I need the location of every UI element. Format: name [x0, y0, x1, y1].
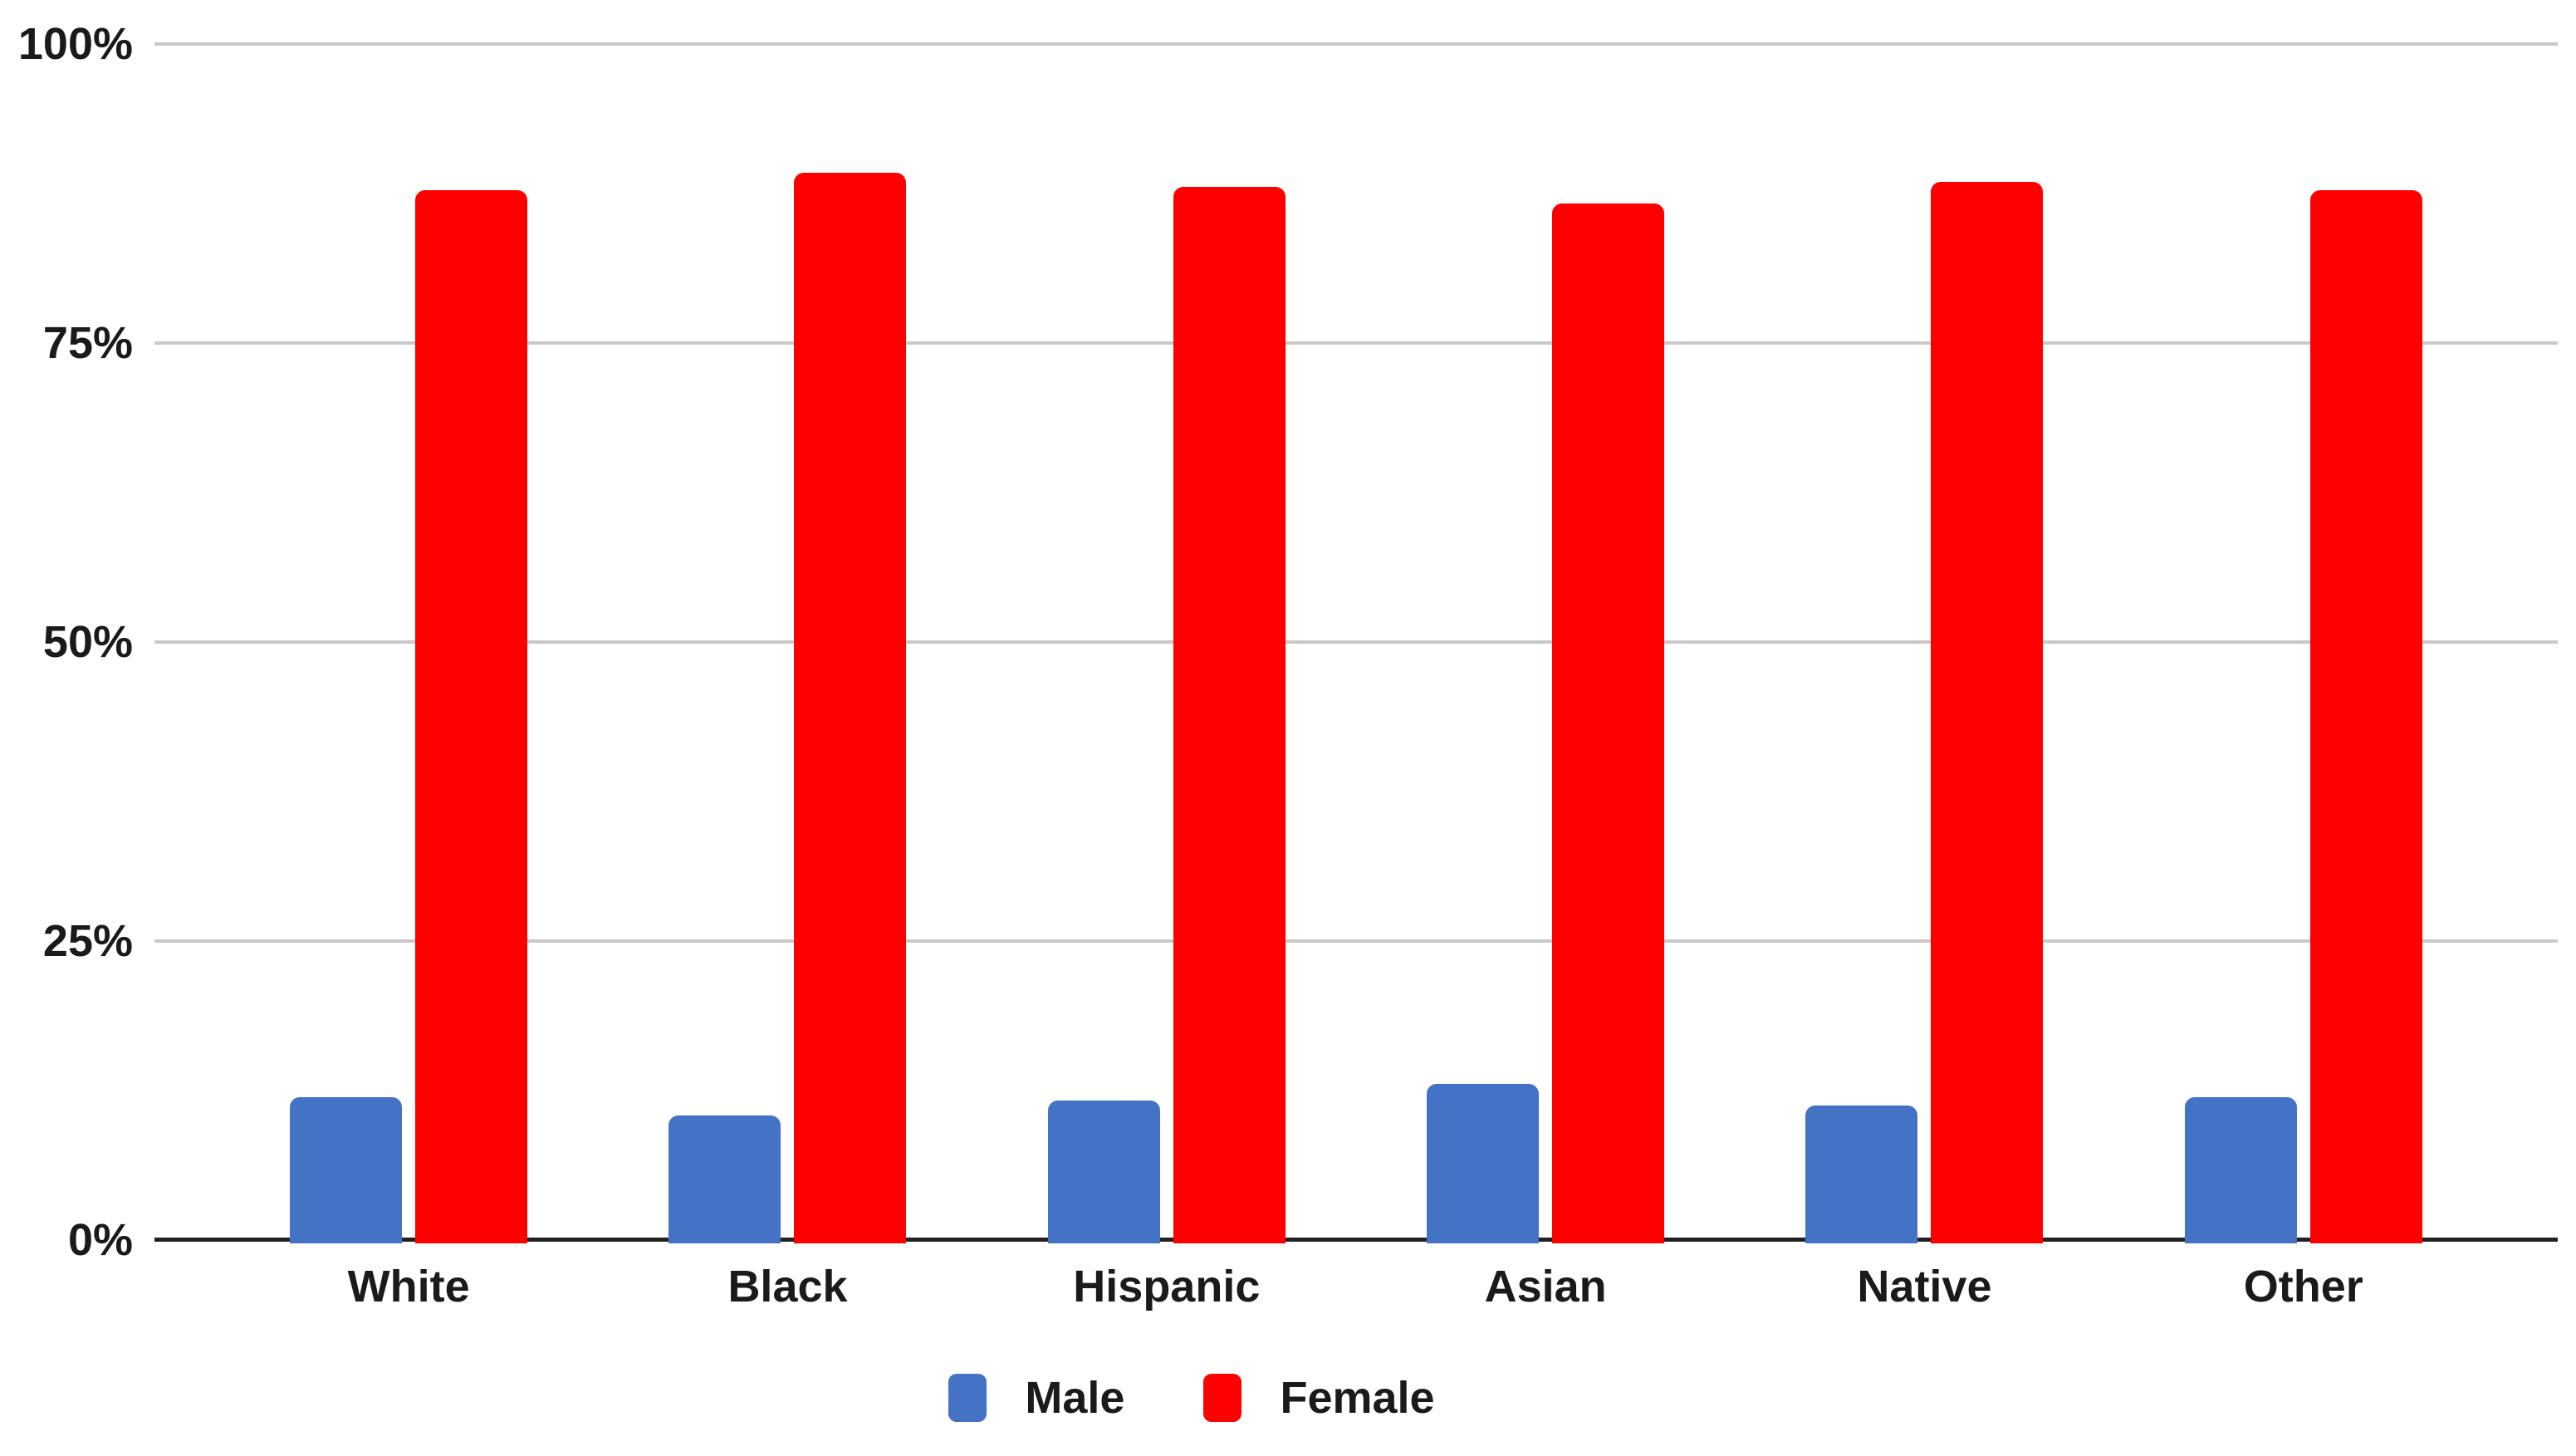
x-tick-label-asian: Asian [1484, 1262, 1607, 1311]
legend-label-male: Male [1025, 1373, 1125, 1423]
bar-female-white [415, 190, 528, 1243]
bar-group-asian [1356, 44, 1735, 1243]
x-tick-label-hispanic: Hispanic [1073, 1262, 1261, 1311]
bar-male-native [1805, 1105, 1918, 1243]
legend-item-female: Female [1203, 1372, 1435, 1424]
bar-group-native [1735, 44, 2113, 1243]
bar-group-other [2114, 44, 2493, 1243]
bar-male-asian [1427, 1083, 1540, 1243]
y-tick-label-50: 50% [42, 617, 133, 667]
gridline-25 [154, 939, 2558, 943]
bar-group-hispanic [977, 44, 1356, 1243]
bar-female-black [794, 172, 907, 1243]
y-tick-label-25: 25% [42, 916, 133, 966]
y-axis-labels: 100% 75% 50% 25% 0% [0, 0, 133, 1456]
x-tick-label-other: Other [2243, 1262, 2363, 1311]
bars-layer [154, 44, 2558, 1243]
gridline-50 [154, 640, 2558, 644]
bar-female-hispanic [1173, 186, 1286, 1243]
y-tick-label-0: 0% [67, 1215, 133, 1265]
x-axis-line [154, 1238, 2558, 1242]
bar-female-native [1931, 182, 2044, 1243]
x-tick-label-native: Native [1857, 1262, 1992, 1311]
x-tick-label-black: Black [727, 1262, 848, 1311]
bar-male-other [2184, 1096, 2297, 1243]
y-tick-label-100: 100% [17, 19, 133, 69]
plot-area [154, 42, 2558, 1243]
y-tick-label-75: 75% [42, 318, 133, 368]
bar-group-black [598, 44, 977, 1243]
x-axis-labels: White Black Hispanic Asian Native Other [154, 1261, 2558, 1312]
bar-male-hispanic [1047, 1101, 1160, 1243]
bar-male-black [668, 1115, 781, 1243]
bar-group-white [219, 44, 598, 1243]
bar-female-asian [1552, 203, 1665, 1243]
legend-label-female: Female [1280, 1373, 1435, 1423]
legend: Male Female [0, 1372, 2480, 1424]
bar-male-white [290, 1096, 403, 1243]
legend-item-male: Male [948, 1372, 1124, 1424]
legend-swatch-male [948, 1374, 987, 1422]
gridline-75 [154, 341, 2558, 345]
legend-swatch-female [1203, 1374, 1242, 1422]
bar-female-other [2309, 190, 2422, 1243]
x-tick-label-white: White [347, 1262, 470, 1311]
gridline-100 [154, 42, 2558, 46]
